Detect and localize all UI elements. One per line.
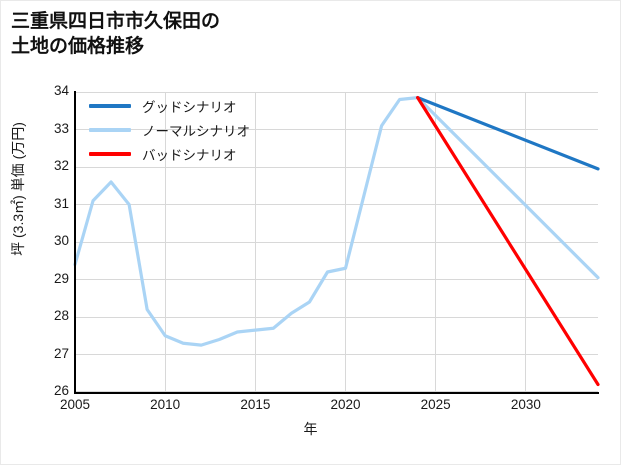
y-tick-label: 31 xyxy=(53,195,69,211)
y-tick-label: 33 xyxy=(53,120,69,136)
gridline-y xyxy=(75,391,598,392)
x-tick-label: 2030 xyxy=(510,397,541,412)
gridline-y xyxy=(75,279,598,280)
legend: グッドシナリオ ノーマルシナリオ バッドシナリオ xyxy=(89,94,289,166)
legend-label-normal: ノーマルシナリオ xyxy=(142,124,250,139)
line-series xyxy=(416,96,600,387)
y-axis-title: 坪 (3.3㎡) 単価 (万円) xyxy=(10,122,26,256)
plot-area xyxy=(73,92,600,392)
legend-item-good: グッドシナリオ xyxy=(89,94,289,118)
line-series xyxy=(73,96,600,347)
y-tick-label: 32 xyxy=(53,158,69,173)
gridline-x xyxy=(255,92,256,392)
line-series xyxy=(416,96,600,171)
gridline-x xyxy=(165,92,166,392)
y-tick-label: 30 xyxy=(53,233,69,248)
gridline-y xyxy=(75,204,598,205)
legend-item-normal: ノーマルシナリオ xyxy=(89,118,289,142)
gridline-y xyxy=(75,354,598,355)
legend-swatch-normal-icon xyxy=(89,128,131,132)
y-axis-spine xyxy=(74,91,76,393)
x-tick-label: 2025 xyxy=(420,397,451,412)
gridline-y xyxy=(75,129,598,130)
y-tick-label: 27 xyxy=(53,345,69,361)
legend-label-good: グッドシナリオ xyxy=(142,100,237,115)
chart-title: 三重県四日市市久保田の 土地の価格推移 xyxy=(11,11,221,58)
gridline-x xyxy=(525,92,526,392)
x-tick-label: 2010 xyxy=(150,397,181,412)
gridline-y xyxy=(75,317,598,318)
x-axis-spine xyxy=(74,392,599,394)
gridline-x xyxy=(345,92,346,392)
gridline-y xyxy=(75,242,598,243)
legend-swatch-good-icon xyxy=(89,104,131,108)
gridline-x xyxy=(435,92,436,392)
gridline-y xyxy=(75,167,598,168)
y-tick-label: 34 xyxy=(53,83,69,98)
gridline-y xyxy=(75,92,598,93)
x-tick-label: 2015 xyxy=(240,397,271,412)
x-tick-label: 2020 xyxy=(330,397,361,412)
legend-label-bad: バッドシナリオ xyxy=(142,148,237,163)
y-tick-label: 29 xyxy=(53,270,69,286)
x-tick-label: 2005 xyxy=(59,397,91,412)
y-tick-label: 26 xyxy=(53,383,69,398)
legend-swatch-bad-icon xyxy=(89,152,131,156)
y-tick-label: 28 xyxy=(53,308,69,323)
x-axis-title: 年 xyxy=(303,421,318,437)
legend-item-bad: バッドシナリオ xyxy=(89,142,289,166)
series-lines xyxy=(73,96,600,387)
